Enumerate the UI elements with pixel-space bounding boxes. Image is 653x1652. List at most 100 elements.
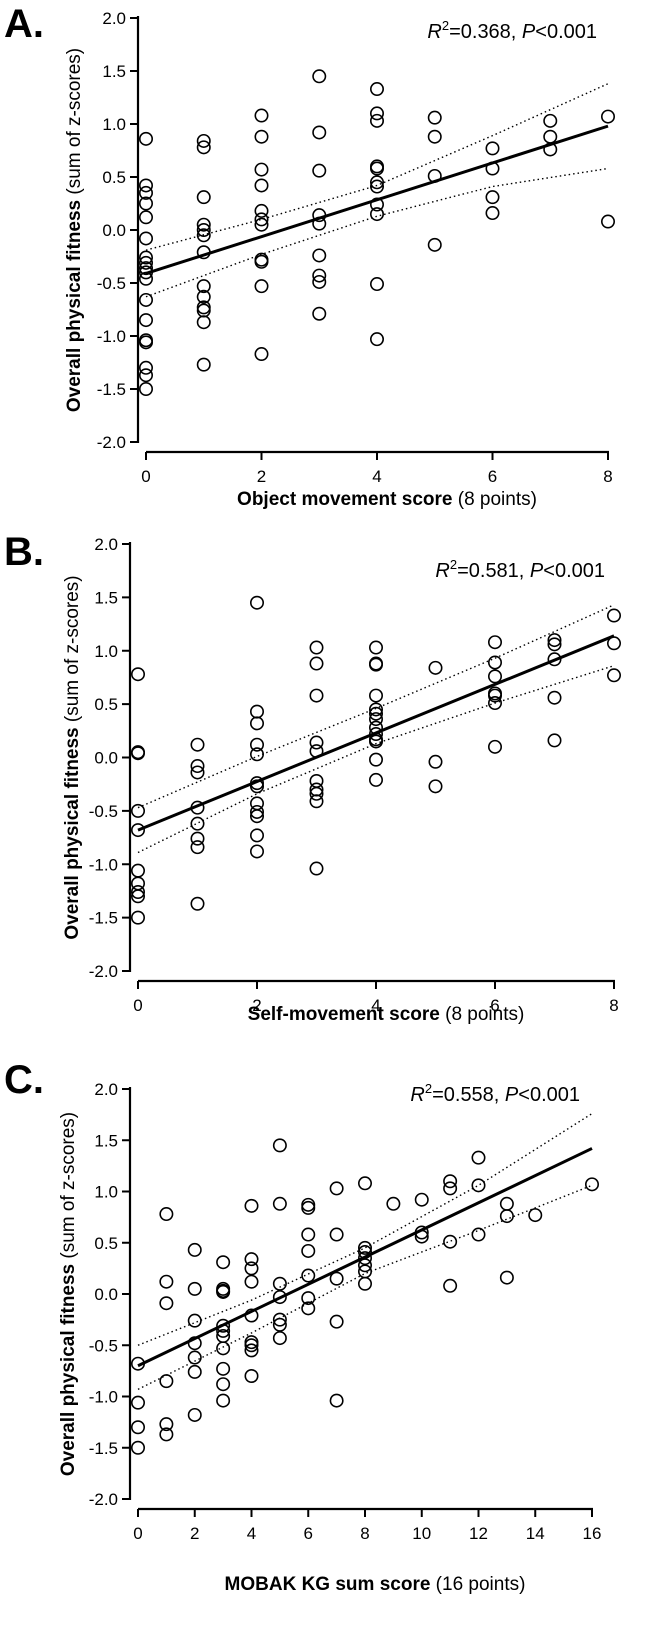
y-tick-label: -2.0 — [89, 962, 118, 981]
data-point — [139, 231, 154, 246]
y-tick-label: -1.5 — [89, 1439, 118, 1458]
x-tick-label: 4 — [247, 1524, 256, 1543]
data-point — [428, 779, 443, 794]
data-point — [250, 844, 265, 859]
data-point — [309, 656, 324, 671]
x-tick-label: 8 — [360, 1524, 369, 1543]
data-point — [487, 688, 502, 703]
data-point — [190, 896, 205, 911]
data-point — [131, 889, 146, 904]
data-point — [254, 162, 269, 177]
data-point — [254, 178, 269, 193]
data-point — [159, 1274, 174, 1289]
data-point — [543, 129, 558, 144]
panel-label-a: A. — [4, 2, 44, 46]
scatter-plot-c: -2.0 -1.5 -1.0 -0.5 0.0 0.5 1.0 1.5 2.0 0 2 4 6 8 10 12… — [58, 1080, 602, 1595]
data-point — [159, 1374, 174, 1389]
x-axis-label: Self-movement score (8 points) — [248, 1004, 525, 1025]
x-tick-label: 16 — [583, 1524, 602, 1543]
data-point — [600, 109, 615, 124]
data-point — [187, 1313, 202, 1328]
data-point — [301, 1291, 316, 1306]
data-point — [190, 759, 205, 774]
data-point — [471, 1178, 486, 1193]
y-tick-label: -1.0 — [89, 1388, 118, 1407]
data-point — [301, 1227, 316, 1242]
data-point — [368, 640, 383, 655]
data-point — [443, 1234, 458, 1249]
data-point — [244, 1198, 259, 1213]
data-point — [369, 82, 384, 97]
data-point — [196, 223, 211, 238]
data-point — [369, 277, 384, 292]
data-point — [196, 190, 211, 205]
data-point — [139, 261, 154, 276]
data-point — [131, 746, 146, 761]
data-point — [606, 668, 621, 683]
data-point — [312, 268, 327, 283]
data-point — [499, 1270, 514, 1285]
ci-lower-line — [145, 167, 609, 298]
y-axis-label: Overall physical fitness (sum of z-score… — [62, 575, 83, 939]
data-point — [386, 1196, 401, 1211]
data-point — [244, 1261, 259, 1276]
data-point — [272, 1331, 287, 1346]
data-point — [428, 754, 443, 769]
scatter-plot-a: -2.0 -1.5 -1.0 -0.5 0.0 0.5 1.0 1.5 2.0 0 2 4 6 8 R2=0… — [64, 9, 615, 510]
data-point — [309, 640, 324, 655]
data-point — [427, 129, 442, 144]
data-point — [139, 335, 154, 350]
y-tick-label: 2.0 — [94, 535, 118, 554]
data-point — [528, 1208, 543, 1223]
data-point — [131, 803, 146, 818]
data-point — [190, 840, 205, 855]
data-point — [159, 1417, 174, 1432]
y-tick-label: 0.0 — [102, 221, 126, 240]
data-point — [369, 207, 384, 222]
data-point — [131, 885, 146, 900]
data-point — [547, 637, 562, 652]
data-point — [487, 635, 502, 650]
data-point — [272, 1138, 287, 1153]
y-tick-label: -0.5 — [89, 802, 118, 821]
data-point — [329, 1393, 344, 1408]
data-point — [216, 1284, 231, 1299]
data-point — [131, 1420, 146, 1435]
y-axis-label: Overall physical fitness (sum of z-score… — [58, 1112, 79, 1476]
data-point — [139, 313, 154, 328]
data-point — [250, 716, 265, 731]
data-point — [187, 1281, 202, 1296]
data-point — [254, 254, 269, 269]
data-point — [139, 255, 154, 270]
data-point — [131, 1395, 146, 1410]
data-point — [190, 737, 205, 752]
stat-annotation: R2=0.368, P<0.001 — [427, 18, 597, 43]
data-point — [187, 1364, 202, 1379]
data-point — [139, 196, 154, 211]
data-point — [216, 1341, 231, 1356]
data-point — [414, 1192, 429, 1207]
x-tick-label: 10 — [412, 1524, 431, 1543]
data-point — [250, 747, 265, 762]
y-tick-label: 2.0 — [102, 9, 126, 28]
data-point — [357, 1251, 372, 1266]
data-point — [312, 274, 327, 289]
data-point — [309, 794, 324, 809]
data-point — [547, 633, 562, 648]
data-point — [254, 129, 269, 144]
x-axis-label: Object movement score (8 points) — [237, 489, 537, 510]
data-point — [600, 214, 615, 229]
y-tick-label: -1.5 — [89, 909, 118, 928]
data-point — [368, 688, 383, 703]
x-tick-label: 8 — [603, 467, 612, 486]
y-tick-label: 0.5 — [94, 695, 118, 714]
x-tick-label: 0 — [133, 1524, 142, 1543]
data-point — [485, 206, 500, 221]
y-tick-label: -1.0 — [97, 327, 126, 346]
y-tick-label: 1.0 — [94, 642, 118, 661]
data-point — [301, 1197, 316, 1212]
data-point — [190, 765, 205, 780]
chart-panel-a: A. -2.0 -1.5 -1.0 -0.5 0.0 0.5 1.0 1.5 2.0 0 2 4 6 8 R… — [0, 0, 653, 540]
data-point — [606, 608, 621, 623]
ci-upper-line — [145, 83, 609, 251]
